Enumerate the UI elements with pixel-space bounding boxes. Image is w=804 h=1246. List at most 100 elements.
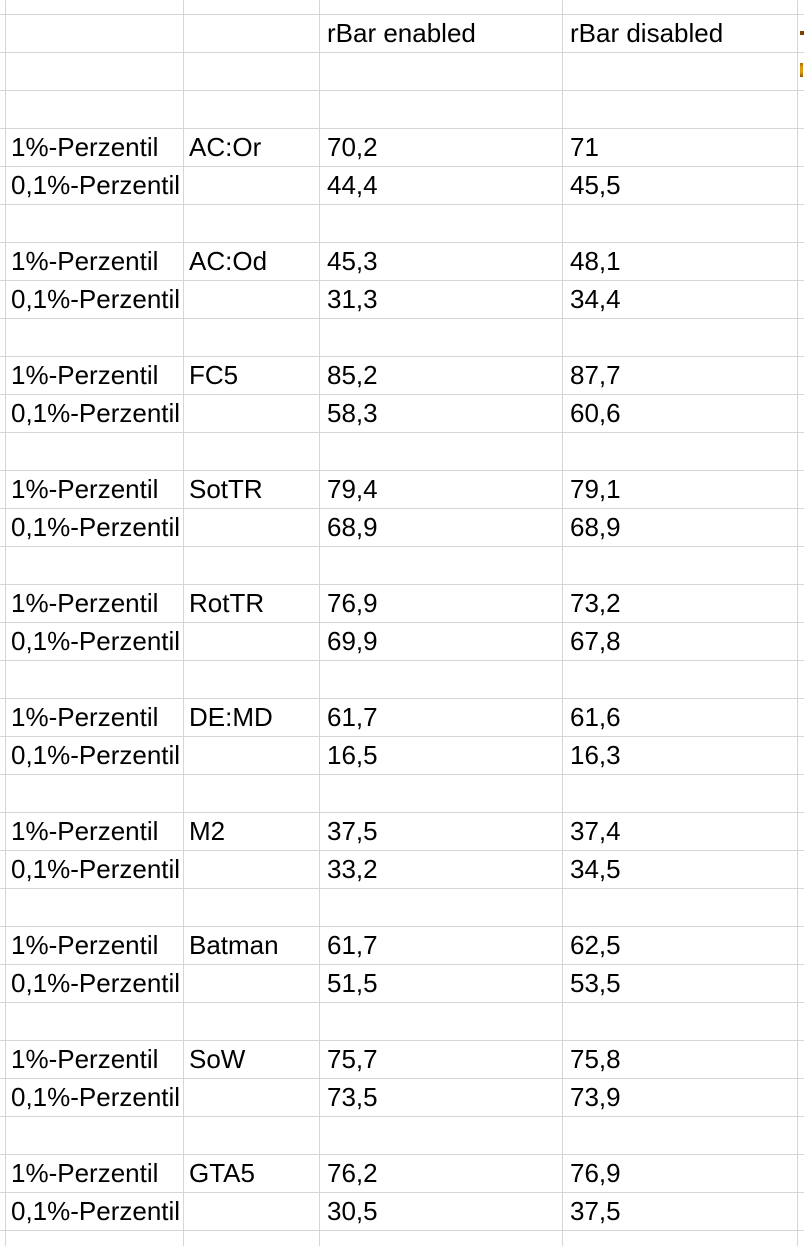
empty-cell[interactable] — [320, 889, 563, 927]
row-label-1-percentile[interactable]: 1%-Perzentil — [6, 927, 184, 965]
empty-cell[interactable] — [184, 965, 320, 1003]
empty-cell[interactable] — [6, 433, 184, 471]
empty-cell[interactable] — [184, 433, 320, 471]
empty-cell[interactable] — [0, 1155, 6, 1193]
empty-cell[interactable] — [0, 129, 6, 167]
empty-cell[interactable] — [320, 53, 563, 91]
row-label-1-percentile[interactable]: 1%-Perzentil — [6, 1155, 184, 1193]
value-cell[interactable]: 87,7 — [563, 357, 798, 395]
empty-cell[interactable] — [184, 547, 320, 585]
empty-cell[interactable] — [798, 1003, 804, 1041]
empty-cell[interactable] — [0, 433, 6, 471]
empty-cell[interactable] — [798, 1117, 804, 1155]
empty-cell[interactable] — [563, 0, 798, 15]
empty-cell[interactable] — [6, 15, 184, 53]
value-cell[interactable]: 44,4 — [320, 167, 563, 205]
value-cell[interactable]: 71 — [563, 129, 798, 167]
row-label-01-percentile[interactable]: 0,1%-Perzentil — [6, 281, 184, 319]
empty-cell[interactable] — [184, 661, 320, 699]
value-cell[interactable]: 31,3 — [320, 281, 563, 319]
empty-cell[interactable] — [184, 509, 320, 547]
empty-cell[interactable] — [184, 319, 320, 357]
row-label-01-percentile[interactable]: 0,1%-Perzentil — [6, 737, 184, 775]
row-label-1-percentile[interactable]: 1%-Perzentil — [6, 357, 184, 395]
empty-cell[interactable] — [0, 509, 6, 547]
empty-cell[interactable] — [184, 281, 320, 319]
empty-cell[interactable] — [563, 53, 798, 91]
empty-cell[interactable] — [0, 661, 6, 699]
empty-cell[interactable] — [563, 433, 798, 471]
empty-cell[interactable] — [0, 1117, 6, 1155]
empty-cell[interactable] — [0, 281, 6, 319]
value-cell[interactable]: 73,9 — [563, 1079, 798, 1117]
empty-cell[interactable] — [0, 1079, 6, 1117]
empty-cell[interactable] — [184, 889, 320, 927]
empty-cell[interactable] — [798, 205, 804, 243]
empty-cell[interactable] — [0, 851, 6, 889]
value-cell[interactable]: 48,1 — [563, 243, 798, 281]
value-cell[interactable]: 79,4 — [320, 471, 563, 509]
empty-cell[interactable] — [563, 661, 798, 699]
empty-cell[interactable] — [563, 319, 798, 357]
empty-cell[interactable] — [798, 281, 804, 319]
empty-cell[interactable] — [0, 585, 6, 623]
row-label-1-percentile[interactable]: 1%-Perzentil — [6, 243, 184, 281]
value-cell[interactable]: 61,7 — [320, 699, 563, 737]
empty-cell[interactable] — [6, 0, 184, 15]
empty-cell[interactable] — [798, 243, 804, 281]
empty-cell[interactable] — [798, 167, 804, 205]
empty-cell[interactable] — [0, 547, 6, 585]
empty-cell[interactable] — [563, 889, 798, 927]
header-rbar-enabled[interactable]: rBar enabled — [320, 15, 563, 53]
value-cell[interactable]: 75,8 — [563, 1041, 798, 1079]
empty-cell[interactable] — [320, 205, 563, 243]
empty-cell[interactable] — [184, 0, 320, 15]
value-cell[interactable]: 51,5 — [320, 965, 563, 1003]
empty-cell[interactable] — [798, 1193, 804, 1231]
row-label-01-percentile[interactable]: 0,1%-Perzentil — [6, 851, 184, 889]
empty-cell[interactable] — [184, 737, 320, 775]
empty-cell[interactable] — [6, 1003, 184, 1041]
empty-cell[interactable] — [0, 471, 6, 509]
empty-cell[interactable] — [0, 15, 6, 53]
empty-cell[interactable] — [184, 775, 320, 813]
empty-cell[interactable] — [320, 661, 563, 699]
empty-cell[interactable] — [184, 15, 320, 53]
empty-cell[interactable] — [0, 167, 6, 205]
empty-cell[interactable] — [798, 471, 804, 509]
empty-cell[interactable] — [6, 1231, 184, 1246]
empty-cell[interactable] — [563, 775, 798, 813]
value-cell[interactable]: 68,9 — [563, 509, 798, 547]
empty-cell[interactable] — [563, 547, 798, 585]
value-cell[interactable]: 73,5 — [320, 1079, 563, 1117]
empty-cell[interactable] — [6, 53, 184, 91]
value-cell[interactable]: 58,3 — [320, 395, 563, 433]
row-label-01-percentile[interactable]: 0,1%-Perzentil — [6, 167, 184, 205]
empty-cell[interactable] — [6, 547, 184, 585]
empty-cell[interactable] — [320, 547, 563, 585]
empty-cell[interactable] — [0, 737, 6, 775]
value-cell[interactable]: 69,9 — [320, 623, 563, 661]
empty-cell[interactable] — [0, 965, 6, 1003]
empty-cell[interactable] — [0, 623, 6, 661]
empty-cell[interactable] — [320, 775, 563, 813]
empty-cell[interactable] — [0, 927, 6, 965]
empty-cell[interactable] — [184, 53, 320, 91]
empty-cell[interactable] — [798, 0, 804, 15]
game-name-cell[interactable]: SotTR — [184, 471, 320, 509]
empty-cell[interactable] — [798, 623, 804, 661]
game-name-cell[interactable]: M2 — [184, 813, 320, 851]
empty-cell[interactable] — [0, 1003, 6, 1041]
row-label-01-percentile[interactable]: 0,1%-Perzentil — [6, 623, 184, 661]
value-cell[interactable]: 73,2 — [563, 585, 798, 623]
empty-cell[interactable] — [798, 1231, 804, 1246]
empty-cell[interactable] — [798, 965, 804, 1003]
value-cell[interactable]: 45,5 — [563, 167, 798, 205]
game-name-cell[interactable]: RotTR — [184, 585, 320, 623]
empty-cell[interactable] — [798, 585, 804, 623]
empty-cell[interactable] — [320, 1117, 563, 1155]
value-cell[interactable]: 30,5 — [320, 1193, 563, 1231]
empty-cell[interactable] — [798, 319, 804, 357]
empty-cell[interactable] — [184, 1079, 320, 1117]
row-label-1-percentile[interactable]: 1%-Perzentil — [6, 585, 184, 623]
